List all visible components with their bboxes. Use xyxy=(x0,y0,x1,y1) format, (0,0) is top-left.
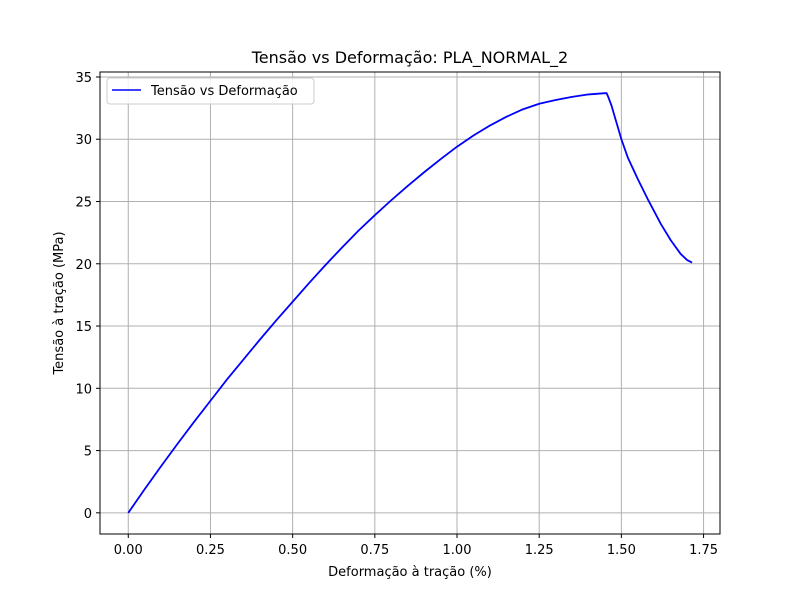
x-tick-label: 1.75 xyxy=(689,543,718,558)
series-layer xyxy=(127,92,693,514)
y-tick-label: 35 xyxy=(75,71,92,86)
y-tick-label: 20 xyxy=(75,258,92,273)
y-tick-label: 10 xyxy=(75,382,92,397)
x-tick-label: 1.00 xyxy=(443,543,472,558)
series-line xyxy=(127,92,693,514)
x-tick-label: 0.00 xyxy=(114,543,143,558)
axes-frame xyxy=(99,71,721,535)
x-axis: 0.00 0.25 0.50 0.75 1.00 1.25 1.50 1.75 xyxy=(114,534,718,558)
x-axis-label: Deformação à tração (%) xyxy=(328,565,492,580)
legend-box xyxy=(106,77,315,105)
x-tick-label: 1.25 xyxy=(525,543,554,558)
y-axis: 0 5 10 15 20 25 30 35 xyxy=(75,71,100,522)
y-tick-label: 5 xyxy=(84,445,92,460)
y-tick-label: 30 xyxy=(75,133,92,148)
chart-title: Tensão vs Deformação: PLA_NORMAL_2 xyxy=(251,48,568,68)
x-tick-label: 0.50 xyxy=(278,543,307,558)
y-tick-label: 0 xyxy=(84,507,92,522)
legend-label: Tensão vs Deformação xyxy=(150,84,298,99)
y-tick-label: 15 xyxy=(75,320,92,335)
x-tick-label: 0.75 xyxy=(360,543,389,558)
x-tick-label: 1.50 xyxy=(607,543,636,558)
grid xyxy=(100,72,720,534)
y-tick-label: 25 xyxy=(75,196,92,211)
y-axis-label: Tensão à tração (MPa) xyxy=(52,231,67,375)
legend: Tensão vs Deformação xyxy=(106,77,315,105)
x-tick-label: 0.25 xyxy=(196,543,225,558)
